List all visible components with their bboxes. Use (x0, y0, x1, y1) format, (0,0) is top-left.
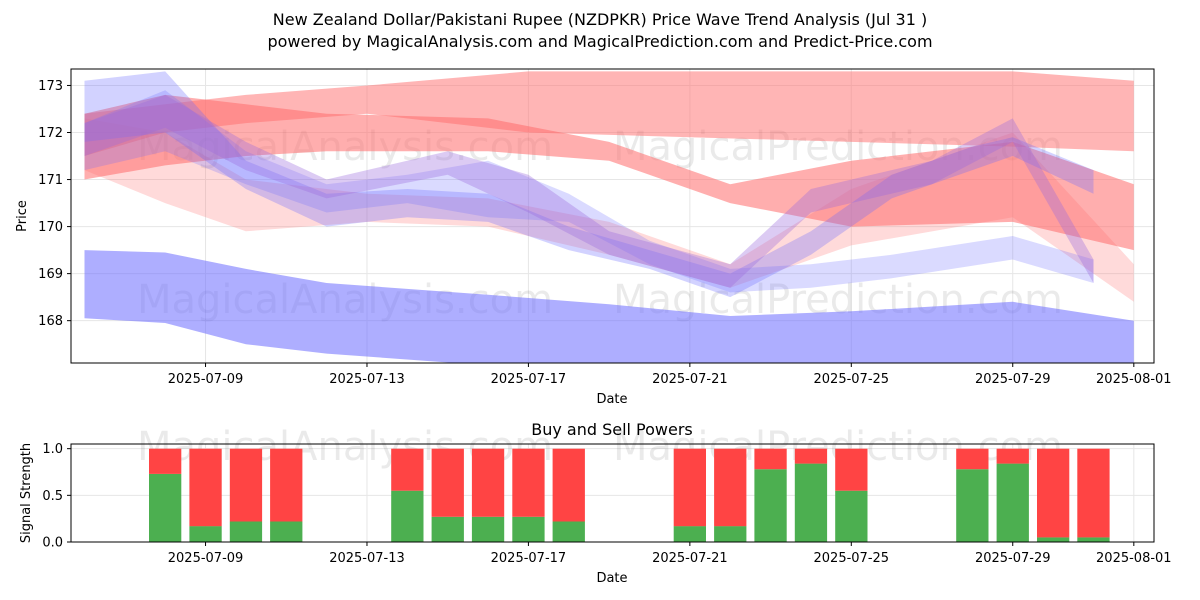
signal-y-ticks: 0.0 0.5 1.0 (42, 442, 71, 551)
signal-panel-title: Buy and Sell Powers (531, 420, 693, 439)
sell-bar-2025-07-29 (996, 448, 1029, 464)
signal-x-ticks: 2025-07-09 2025-07-13 2025-07-17 2025-07-21… (168, 542, 1172, 566)
price-y-tick-label: 172 (38, 126, 63, 141)
price-x-tick-label: 2025-07-17 (491, 372, 567, 387)
signal-x-tick-label: 2025-07-29 (975, 551, 1051, 566)
buy-bar-2025-07-08 (149, 473, 182, 542)
price-y-ticks: 168 169 170 171 172 173 (38, 79, 71, 329)
sell-bar-2025-07-08 (149, 448, 182, 474)
signal-x-tick-label: 2025-07-17 (491, 551, 567, 566)
sell-bar-2025-07-21 (673, 448, 706, 527)
chart-title: New Zealand Dollar/Pakistani Rupee (NZDP… (273, 10, 927, 29)
sell-bar-2025-07-24 (794, 448, 828, 464)
sell-bar-2025-07-30 (1037, 448, 1070, 538)
price-band-blue-4 (84, 71, 1094, 298)
price-x-axis-label: Date (596, 392, 627, 407)
signal-bars (149, 448, 1110, 542)
sell-bar-2025-07-14 (391, 448, 424, 491)
sell-bar-2025-07-15 (431, 448, 464, 517)
price-band-red-1 (84, 71, 1134, 156)
buy-bar-2025-07-17 (512, 516, 545, 542)
buy-bar-2025-07-11 (270, 521, 303, 542)
signal-x-tick-label: 2025-07-21 (652, 551, 728, 566)
sell-bar-2025-07-16 (471, 448, 505, 517)
buy-bar-2025-07-10 (229, 521, 263, 542)
signal-x-axis-label: Date (596, 571, 627, 586)
sell-bar-2025-07-18 (552, 448, 585, 522)
signal-x-tick-label: 2025-08-01 (1096, 551, 1172, 566)
price-x-tick-label: 2025-07-13 (329, 372, 405, 387)
buy-bar-2025-07-15 (431, 516, 464, 542)
signal-y-axis-label: Signal Strength (19, 443, 34, 543)
price-band-blue-3 (84, 250, 1134, 363)
price-x-tick-label: 2025-07-21 (652, 372, 728, 387)
buy-bar-2025-07-25 (835, 490, 868, 542)
sell-bar-2025-07-23 (754, 448, 787, 470)
buy-bar-2025-07-16 (471, 516, 505, 542)
price-band-blue-5 (84, 90, 1094, 293)
buy-bar-2025-07-18 (552, 521, 585, 542)
sell-bar-2025-07-17 (512, 448, 545, 517)
price-y-tick-label: 170 (38, 220, 63, 235)
sell-bar-2025-07-25 (835, 448, 868, 491)
price-y-axis-label: Price (15, 200, 30, 232)
price-panel: MagicalAnalysis.com MagicalPrediction.co… (15, 68, 1172, 407)
price-y-tick-label: 173 (38, 79, 63, 94)
price-band-red-0 (84, 94, 1134, 251)
signal-y-tick-label: 0.0 (42, 536, 63, 551)
signal-panel: Buy and Sell Powers MagicalAnalysis.com … (19, 420, 1172, 586)
price-x-tick-label: 2025-07-25 (814, 372, 890, 387)
buy-bar-2025-07-30 (1037, 537, 1070, 542)
sell-bar-2025-07-10 (229, 448, 263, 522)
signal-plot-frame (70, 443, 1155, 543)
price-x-ticks: 2025-07-09 2025-07-13 2025-07-17 2025-07-21… (168, 363, 1172, 387)
buy-bar-2025-07-28 (956, 469, 989, 542)
price-y-tick-label: 168 (38, 314, 63, 329)
price-plot-frame (70, 68, 1155, 364)
buy-bar-2025-07-14 (391, 490, 424, 542)
price-y-tick-label: 171 (38, 173, 63, 188)
signal-y-tick-label: 0.5 (42, 489, 63, 504)
buy-bar-2025-07-22 (714, 526, 747, 542)
buy-bar-2025-07-29 (996, 463, 1029, 542)
price-x-tick-label: 2025-07-09 (168, 372, 244, 387)
price-band-red-2 (84, 118, 1134, 302)
chart-subtitle: powered by MagicalAnalysis.com and Magic… (267, 32, 932, 51)
signal-x-tick-label: 2025-07-25 (814, 551, 890, 566)
sell-bar-2025-07-28 (956, 448, 989, 470)
price-x-tick-label: 2025-07-29 (975, 372, 1051, 387)
signal-x-tick-label: 2025-07-13 (329, 551, 405, 566)
sell-bar-2025-07-11 (270, 448, 303, 522)
buy-bar-2025-07-21 (673, 526, 706, 542)
buy-bar-2025-07-24 (794, 463, 828, 542)
price-y-tick-label: 169 (38, 267, 63, 282)
buy-bar-2025-07-09 (189, 526, 222, 542)
sell-bar-2025-07-31 (1077, 448, 1110, 538)
signal-y-tick-label: 1.0 (42, 442, 63, 457)
buy-bar-2025-07-31 (1077, 537, 1110, 542)
price-bands (84, 71, 1134, 363)
buy-bar-2025-07-23 (754, 469, 787, 542)
signal-x-tick-label: 2025-07-09 (168, 551, 244, 566)
sell-bar-2025-07-09 (189, 448, 222, 527)
sell-bar-2025-07-22 (714, 448, 747, 527)
price-x-tick-label: 2025-08-01 (1096, 372, 1172, 387)
price-band-purple-6 (84, 94, 1094, 288)
